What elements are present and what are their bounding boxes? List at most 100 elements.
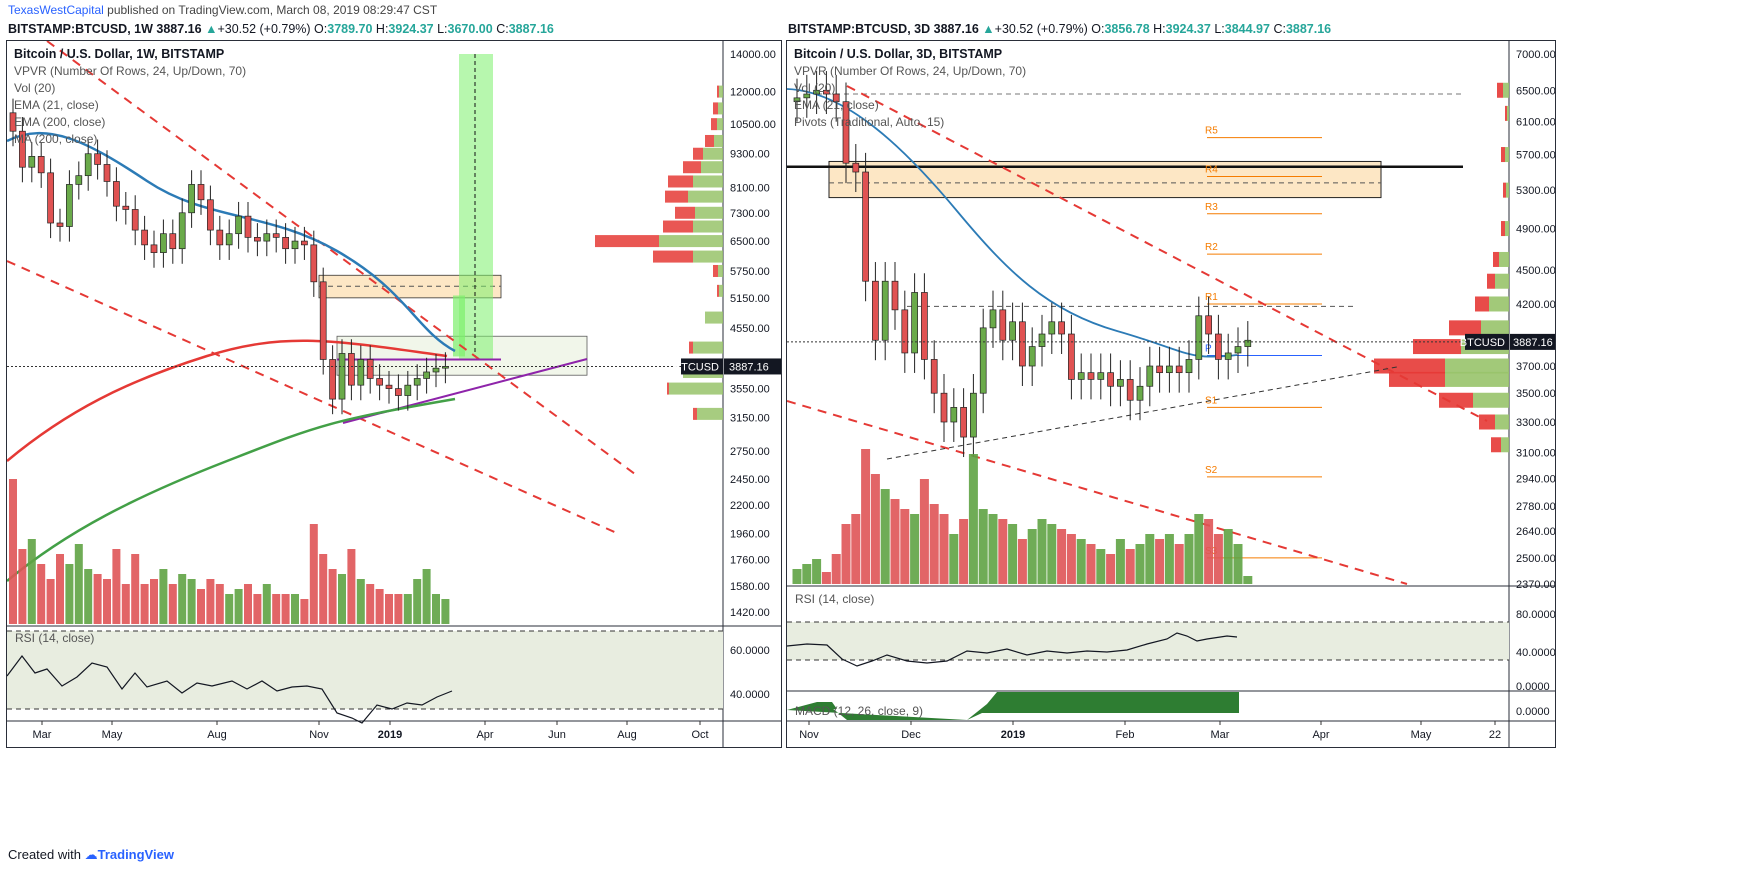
volume-bar — [1076, 539, 1086, 584]
vpvr-up-bar — [1507, 105, 1509, 121]
left-chart-title: Bitcoin / U.S. Dollar, 1W, BITSTAMP — [14, 47, 225, 61]
right-close: 3887.16 — [1285, 22, 1332, 36]
vpvr-up-bar — [1501, 437, 1509, 453]
vpvr-down-bar — [668, 175, 693, 188]
footer-brand[interactable]: TradingView — [97, 847, 174, 862]
left-chart-svg[interactable]: BTCUSD 3887.16 14000.00 12000.00 10500.00 930… — [7, 41, 781, 747]
candle-body — [1077, 372, 1085, 380]
volume-bar — [1204, 519, 1214, 584]
vpvr-up-bar — [697, 407, 723, 420]
candle-body — [178, 212, 186, 250]
vpvr-down-bar — [693, 147, 703, 160]
price-tick: 3300.00 — [1516, 417, 1555, 429]
candle-body — [793, 97, 801, 103]
left-symbol-header: BITSTAMP:BTCUSD, 1W 3887.16 ▲+30.52 (+0.… — [8, 22, 554, 36]
price-label-symbol: BTCUSD — [1460, 337, 1505, 349]
vpvr-up-bar — [695, 206, 723, 219]
candle-body — [1028, 346, 1036, 367]
vpvr-down-bar — [1374, 358, 1445, 374]
right-chart-panel[interactable]: R5R4R3R2R1PS1S2S3BTCUSD3887.167000.00650… — [786, 40, 1556, 748]
candle-body — [1185, 359, 1193, 374]
right-legend: Bitcoin / U.S. Dollar, 3D, BITSTAMP VPVR… — [794, 46, 1026, 131]
volume-bar — [18, 549, 27, 624]
candle-body — [842, 101, 850, 164]
volume-bar — [178, 574, 187, 624]
time-tick: May — [1411, 729, 1432, 741]
rsi-line — [787, 632, 1238, 667]
left-chart-panel[interactable]: BTCUSD 3887.16 14000.00 12000.00 10500.00 930… — [6, 40, 782, 748]
macd-histogram — [787, 692, 1239, 720]
volume-bar — [831, 554, 841, 584]
vpvr-up-bar — [659, 235, 723, 248]
candle-body — [131, 209, 139, 231]
macd-histogram — [787, 702, 837, 710]
price-tick: 12000.00 — [730, 87, 776, 99]
author-link[interactable]: TexasWestCapital — [8, 3, 104, 17]
candle-body — [113, 181, 120, 207]
volume-bar — [291, 594, 299, 624]
vpvr-up-bar — [1499, 251, 1509, 267]
left-indicator: MA (200, close) — [14, 132, 98, 146]
left-legend: Bitcoin / U.S. Dollar, 1W, BITSTAMP VPVR… — [14, 46, 246, 148]
price-label-symbol: BTCUSD — [674, 361, 719, 373]
tradingview-logo-icon: ☁ — [84, 847, 98, 862]
candle-body — [1107, 372, 1114, 387]
volume-bar — [998, 519, 1008, 584]
last-price-tag-bg — [724, 358, 781, 375]
left-open: 3789.70 — [327, 22, 373, 36]
right-indicator: Vol (20) — [794, 81, 836, 95]
last-price-tag-bg — [1510, 333, 1555, 350]
volume-bar — [27, 539, 36, 624]
volume-bar — [356, 579, 365, 624]
time-tick: Apr — [1312, 729, 1329, 741]
left-change: +30.52 (+0.79%) — [217, 22, 311, 36]
price-tick: 7000.00 — [1516, 49, 1555, 61]
vpvr-down-bar — [1497, 82, 1503, 98]
vpvr-up-bar — [703, 147, 723, 160]
volume-bar — [890, 499, 900, 584]
volume-bar — [919, 479, 929, 584]
price-tick: 3700.00 — [1516, 361, 1555, 373]
left-indicator: EMA (200, close) — [14, 115, 106, 129]
volume-bar — [939, 514, 949, 584]
time-tick: Jun — [548, 729, 566, 741]
volume-bar — [37, 564, 46, 624]
candle-body — [348, 353, 355, 386]
vpvr-up-bar — [1473, 392, 1509, 408]
ma-200-line — [7, 397, 456, 582]
down-trendline-upper — [46, 41, 640, 478]
footer: Created with ☁TradingView — [8, 845, 174, 865]
vpvr-up-bar — [714, 134, 723, 147]
up-arrow-icon: ▲ — [205, 22, 218, 36]
vpvr-up-bar — [1481, 320, 1509, 336]
volume-bar — [150, 579, 158, 624]
candle-body — [960, 407, 967, 438]
volume-bar — [1164, 534, 1174, 584]
candle-body — [197, 184, 205, 201]
volume-bar — [978, 509, 988, 584]
price-tick: 5750.00 — [730, 266, 770, 278]
volume-bar — [403, 594, 412, 624]
price-tick: 4550.00 — [730, 323, 770, 335]
vpvr-up-bar — [718, 264, 723, 277]
time-tick: May — [102, 729, 123, 741]
candle-body — [872, 280, 879, 341]
candle-body — [940, 392, 948, 423]
vpvr-down-bar — [711, 118, 717, 131]
vpvr-up-bar — [693, 250, 723, 263]
volume-bar — [394, 594, 403, 624]
candle-body — [319, 281, 327, 360]
candle-body — [832, 93, 840, 103]
volume-bar — [159, 569, 168, 624]
down-trendline-upper — [846, 85, 1488, 422]
volume-bar — [234, 589, 243, 624]
candle-body — [1175, 365, 1183, 374]
candle-body — [1244, 339, 1252, 347]
candle-body — [1117, 379, 1124, 387]
right-chart-svg[interactable]: R5R4R3R2R1PS1S2S3BTCUSD3887.167000.00650… — [787, 41, 1555, 747]
vpvr-down-bar — [1505, 105, 1507, 121]
time-tick: Oct — [691, 729, 708, 741]
price-tick: 2200.00 — [730, 500, 770, 512]
right-high: 3924.37 — [1165, 22, 1211, 36]
volume-bar — [262, 584, 271, 624]
